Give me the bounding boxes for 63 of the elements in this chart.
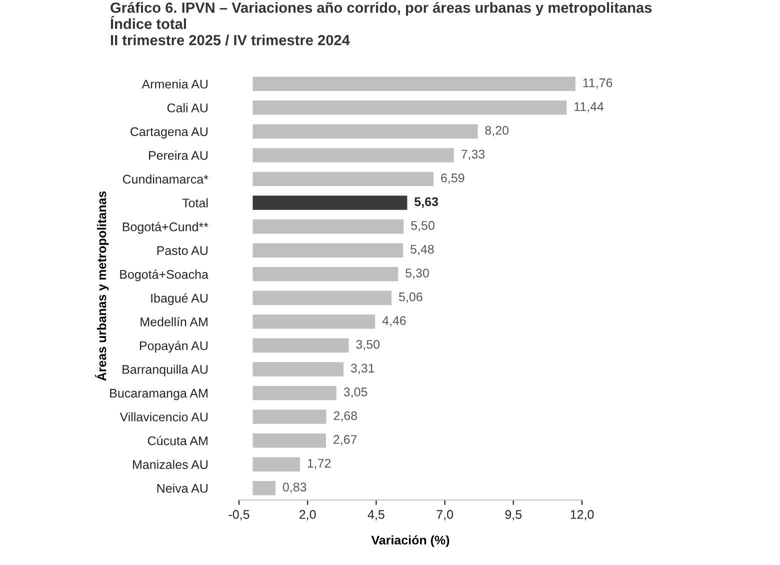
bar (252, 410, 326, 424)
bar (252, 100, 567, 115)
data-label: 2,67 (334, 435, 357, 446)
data-label: 7,33 (461, 150, 485, 160)
data-label: 5,50 (411, 221, 434, 232)
data-label: 3,50 (356, 340, 380, 350)
y-tick-label: Manizales AU (133, 460, 208, 469)
data-label: 11,76 (583, 78, 612, 89)
y-tick-label: Cartagena AU (130, 127, 208, 139)
y-tick-label: Neiva AU (157, 484, 208, 493)
x-tick-label: -0,5 (228, 510, 250, 520)
bar (252, 196, 408, 210)
y-tick-label: Bogotá+Cund** (122, 222, 208, 234)
data-label: 11,44 (574, 102, 604, 112)
bar (252, 386, 336, 400)
bar (252, 148, 454, 162)
bar (252, 290, 392, 306)
data-label: 6,59 (441, 174, 464, 184)
bar (252, 266, 398, 282)
chart-title: Gráfico 6. IPVN – Variaciones año corrido, por áreas urbanas y metropolitanas Índice total II trimestre 2025 / IV trimestre 2024 (110, 2, 652, 46)
x-tick-label: 9,5 (505, 510, 522, 520)
y-tick-label: Villavicencio AU (120, 412, 208, 422)
y-tick-label: Bogotá+Soacha (120, 270, 208, 282)
y-tick-label: Popayán AU (140, 340, 208, 353)
bar (252, 362, 344, 376)
y-tick-label: Bucaramanga AM (110, 388, 208, 400)
bar (252, 338, 349, 353)
data-label: 2,68 (334, 411, 357, 422)
y-tick-label: Cundinamarca* (122, 174, 208, 184)
x-tick-label: 2,0 (300, 510, 316, 520)
x-tick-label: 12,0 (570, 510, 594, 520)
data-label: 5,06 (399, 292, 422, 303)
bar (252, 457, 300, 472)
y-tick-label: Cúcuta AM (148, 436, 208, 446)
x-tick-label: 7,0 (436, 510, 453, 520)
bar (252, 219, 404, 234)
y-tick-label: Cali AU (167, 103, 208, 112)
bar (252, 76, 576, 92)
bar (252, 172, 434, 186)
y-tick-label: Armenia AU (142, 79, 208, 89)
data-label: 5,30 (406, 268, 429, 279)
data-label: 4,46 (382, 316, 406, 326)
x-axis-title: Variación (%) (371, 535, 450, 548)
data-label: 8,20 (485, 126, 509, 136)
y-tick-label: Pasto AU (157, 246, 208, 255)
data-label: 5,48 (410, 244, 434, 256)
y-axis-title: Áreas urbanas y metropolitanas (94, 191, 109, 381)
bar (252, 243, 404, 258)
y-tick-label: Ibagué AU (151, 293, 208, 306)
bar (252, 480, 276, 496)
x-tick-label: 4,5 (368, 510, 384, 520)
data-label: 0,83 (282, 482, 306, 493)
data-label: 3,05 (344, 388, 368, 398)
y-tick-label: Pereira AU (149, 150, 208, 160)
data-label: 1,72 (308, 458, 331, 470)
y-tick-label: Medellín AM (140, 316, 208, 326)
bar (252, 433, 326, 448)
bar (252, 314, 376, 329)
bar (252, 124, 478, 139)
y-tick-label: Barranquilla AU (122, 364, 208, 376)
data-label: 3,31 (350, 364, 374, 374)
data-label: 5,63 (414, 197, 438, 208)
y-tick-label: Total (182, 198, 208, 208)
